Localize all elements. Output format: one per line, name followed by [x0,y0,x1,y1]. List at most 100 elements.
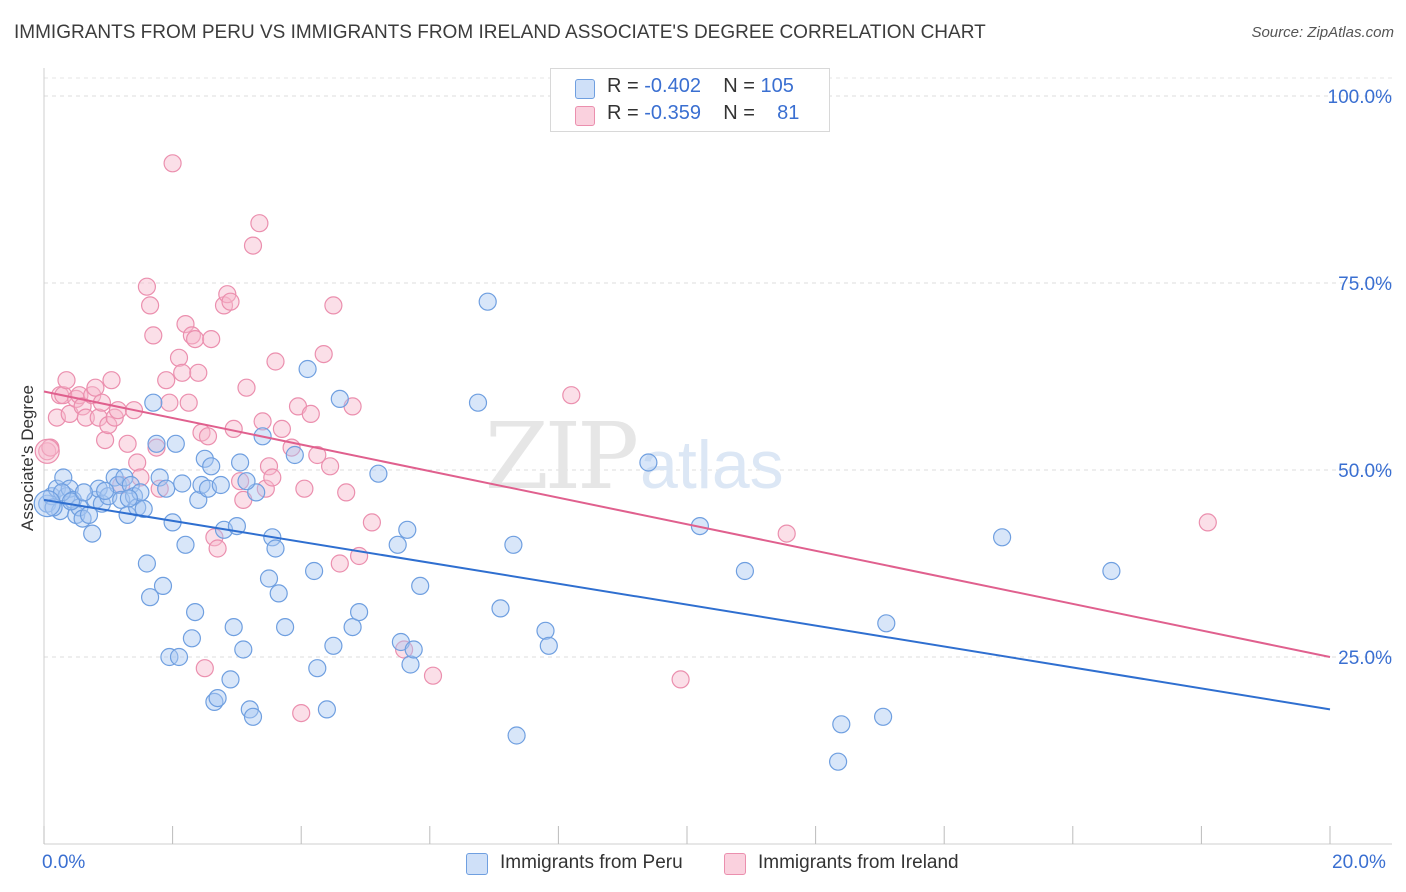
peru-point [298,359,317,379]
peru-point [195,449,214,468]
ireland-point [131,468,150,487]
ireland-point [671,670,690,689]
ireland-point [423,666,443,685]
peru-point [536,621,555,640]
peru-point [115,468,134,487]
ireland-point [295,479,314,498]
ireland-point [292,703,311,723]
ireland-point [89,408,108,427]
legend-swatch-peru [575,79,595,99]
peru-point [873,707,893,726]
ireland-point [1198,513,1217,532]
bottom-legend-label-ireland: Immigrants from Ireland [758,852,959,873]
peru-point [388,535,407,554]
peru-point [121,475,140,495]
watermark-atlas: atlas [640,427,784,503]
peru-point [468,393,488,412]
trend-layer [43,390,1331,711]
y-axis-label: Associate's Degree [18,385,37,531]
legend-r-value: -0.402 [644,75,701,97]
peru-point [157,479,176,498]
ireland-point [57,371,76,390]
peru-point [208,688,227,708]
ireland-point [137,277,156,296]
ireland-point [169,348,189,367]
ireland-point [157,371,176,390]
ireland-point [198,427,218,446]
peru-point [243,707,263,726]
chart-title: IMMIGRANTS FROM PERU VS IMMIGRANTS FROM … [14,22,986,43]
peru-point [95,481,115,500]
ireland-point [86,378,105,397]
ireland-point [128,453,147,472]
peru-point [74,483,94,502]
ireland-point [337,483,356,502]
ireland-point [160,393,179,412]
peru-point [401,655,420,674]
peru-point [147,434,166,453]
ireland-point [256,479,275,498]
peru-point [211,475,230,495]
ireland-point [314,345,333,364]
peru-point [176,535,195,554]
source-credit: Source: ZipAtlas.com [1251,24,1394,41]
peru-point [343,617,362,637]
peru-point [33,490,61,518]
peru-point [877,614,896,633]
peru-point [735,561,755,581]
ireland-point [263,468,282,487]
peru-point [539,636,558,655]
ireland-point [76,408,95,427]
y-tick-label: 50.0% [1338,461,1392,482]
legend-r-label: R = [607,102,639,124]
axes-layer [43,68,1392,845]
peru-point [478,292,497,311]
ireland-point [231,472,250,491]
peru-point [83,524,102,543]
ireland-point [118,434,137,453]
peru-point [182,629,201,648]
peru-point [308,659,327,678]
ireland-point [34,438,60,464]
ireland-point [321,457,340,476]
peru-point [119,489,138,508]
peru-point [137,554,156,573]
ireland-point [102,371,121,390]
ireland-point [173,363,192,382]
peru-point [266,539,285,558]
ireland-point [163,154,182,173]
legend-n-label: N = [723,75,755,97]
ireland-point [562,386,581,405]
peru-point [144,393,163,412]
peru-point [639,453,658,472]
peru-point [153,576,173,596]
ireland-point [179,393,198,412]
peru-points [33,292,1121,771]
peru-point [398,520,417,539]
peru-point [231,453,250,472]
peru-point [234,640,253,659]
peru-point [404,640,423,659]
peru-point [54,468,73,487]
peru-point [1102,561,1121,581]
ireland-point [237,378,256,397]
ireland-point [308,445,327,465]
peru-point [324,636,343,655]
peru-point [259,569,279,588]
peru-point [411,576,430,596]
ireland-point [95,431,115,450]
peru-point [504,535,523,554]
ireland-point [243,236,263,255]
ireland-point [208,539,227,558]
peru-point [305,561,324,581]
ireland-point [777,524,796,543]
peru-point [330,389,349,408]
ireland-point [324,296,343,315]
legend-r-label: R = [607,75,639,97]
peru-point [828,752,848,771]
peru-point [173,474,192,493]
peru-point [134,499,153,518]
x-tick-label-max: 20.0% [1332,852,1386,873]
ireland-points [34,154,1217,723]
